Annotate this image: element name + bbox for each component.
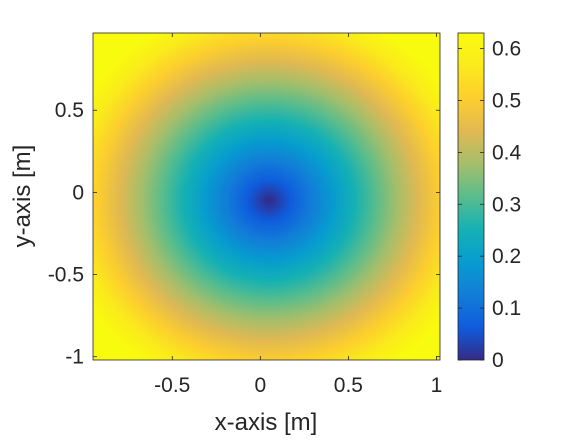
y-tick-label: -0.5 bbox=[48, 264, 84, 287]
x-axis-ticks: -0.5 0 0.5 1 bbox=[154, 33, 442, 397]
y-tick-label: 0 bbox=[72, 181, 84, 204]
y-tick-label: 0.5 bbox=[55, 99, 84, 122]
y-tick-label: -1 bbox=[65, 346, 84, 369]
colorbar-ticks: 0 0.1 0.2 0.3 0.4 0.5 0.6 bbox=[458, 38, 522, 372]
y-axis-ticks: -1 -0.5 0 0.5 bbox=[48, 99, 440, 369]
heatmap-image bbox=[93, 33, 440, 360]
x-tick-label: -0.5 bbox=[154, 374, 190, 397]
colorbar-tick-label: 0.6 bbox=[492, 38, 521, 61]
colorbar-tick-label: 0.3 bbox=[492, 193, 521, 216]
colorbar-tick-label: 0.4 bbox=[492, 141, 522, 164]
plot-frame bbox=[92, 32, 441, 361]
colorbar-tick-label: 0.2 bbox=[492, 245, 521, 268]
x-tick-label: 0.5 bbox=[334, 374, 363, 397]
colorbar-frame bbox=[457, 32, 485, 361]
y-axis-label: y-axis [m] bbox=[9, 145, 36, 248]
colorbar-tick-label: 0.1 bbox=[492, 297, 521, 320]
heatmap-plot-area bbox=[93, 33, 440, 360]
x-axis-label: x-axis [m] bbox=[215, 409, 318, 436]
x-tick-label: 1 bbox=[431, 374, 443, 397]
colorbar-tick-label: 0.5 bbox=[492, 89, 521, 112]
x-tick-label: 0 bbox=[254, 374, 266, 397]
colorbar-fill bbox=[458, 33, 484, 360]
colorbar: 0 0.1 0.2 0.3 0.4 0.5 0.6 bbox=[457, 32, 522, 372]
colorbar-tick-label: 0 bbox=[492, 349, 504, 372]
